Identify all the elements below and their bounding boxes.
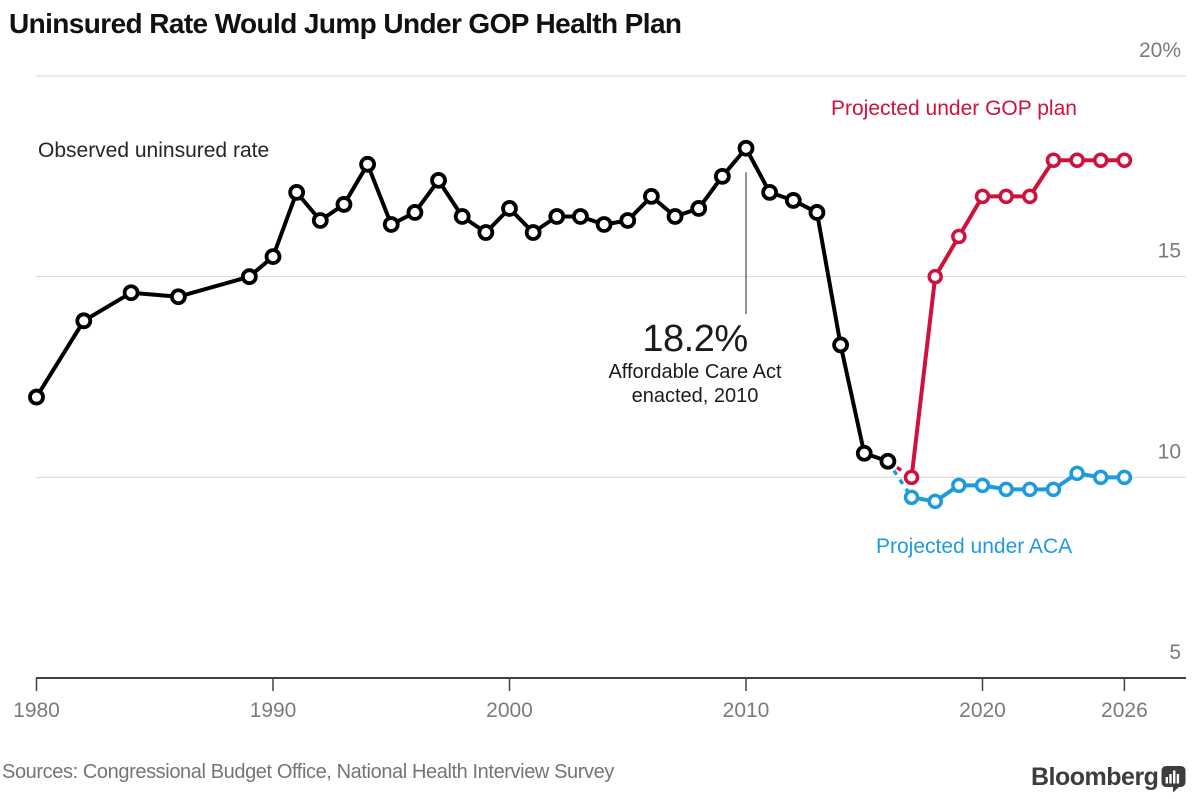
sources-credit: Sources: Congressional Budget Office, Na… — [2, 761, 614, 783]
legend-observed-label: Observed uninsured rate — [38, 139, 270, 162]
observed-point — [311, 212, 329, 229]
aca-point — [903, 489, 920, 506]
observed-point — [808, 204, 826, 221]
gop-point — [927, 268, 943, 285]
observed-point — [643, 188, 660, 205]
y-axis-label: 10 — [1158, 440, 1181, 463]
observed-point — [28, 388, 45, 406]
observed-point — [595, 216, 613, 233]
aca-point — [1093, 469, 1109, 486]
observed-point — [288, 183, 306, 201]
annotation-value: 18.2% — [642, 318, 748, 360]
aca-point — [998, 481, 1014, 498]
observed-point — [122, 284, 140, 302]
bloomberg-wordmark: Bloomberg — [1031, 763, 1159, 791]
gop-point — [1093, 152, 1109, 169]
observed-point — [713, 167, 731, 185]
aca-point — [1022, 481, 1038, 498]
annotation-detail-1: Affordable Care Act — [608, 361, 782, 383]
observed-point — [335, 196, 353, 213]
y-axis-label: 15 — [1158, 240, 1181, 263]
aca-point — [1069, 465, 1085, 482]
observed-point — [855, 444, 873, 462]
gop-point — [1045, 152, 1062, 169]
x-axis-label: 2026 — [1101, 699, 1148, 722]
observed-point — [406, 204, 424, 221]
aca-point — [1045, 481, 1062, 498]
annotation-detail-2: enacted, 2010 — [631, 385, 759, 407]
observed-point — [690, 200, 708, 217]
aca-point — [951, 477, 967, 494]
observed-point — [784, 192, 802, 209]
observed-point — [619, 212, 637, 229]
x-axis-label: 1980 — [13, 699, 60, 722]
gop-point — [974, 188, 991, 205]
observed-point — [761, 183, 779, 201]
observed-point — [453, 208, 471, 225]
x-axis-label: 2010 — [723, 699, 770, 722]
gop-point — [998, 188, 1014, 205]
gop-point — [903, 469, 920, 486]
observed-point — [382, 216, 400, 233]
legend-aca-label: Projected under ACA — [876, 535, 1073, 558]
gop-point — [951, 228, 967, 245]
x-axis-label: 1990 — [250, 699, 297, 722]
gop-point — [1022, 188, 1038, 205]
legend-gop-label: Projected under GOP plan — [831, 97, 1077, 120]
aca-point — [927, 493, 943, 510]
observed-point — [359, 155, 377, 173]
bloomberg-logo-icon — [1161, 766, 1186, 793]
observed-point — [666, 208, 684, 225]
y-axis-label: 5 — [1169, 641, 1181, 664]
observed-point — [430, 171, 447, 189]
y-axis-label: 20% — [1139, 39, 1181, 62]
x-axis-label: 2000 — [486, 699, 533, 722]
x-axis-label: 2020 — [959, 699, 1006, 722]
observed-point — [832, 336, 849, 354]
aca-line — [911, 471, 1125, 504]
observed-point — [501, 200, 518, 217]
observed-point — [524, 224, 542, 241]
gop-point — [1116, 152, 1133, 169]
aca-point — [1116, 469, 1133, 486]
observed-point — [548, 208, 566, 225]
observed-point — [879, 452, 897, 470]
aca-annotation: 18.2% Affordable Care Act enacted, 2010 — [562, 318, 828, 408]
gop-line — [909, 158, 1125, 478]
gop-point — [1069, 152, 1085, 169]
observed-point — [477, 224, 495, 241]
aca-point — [974, 477, 991, 494]
observed-point — [572, 208, 589, 225]
observed-line — [34, 146, 889, 464]
observed-point — [75, 312, 93, 330]
observed-point — [737, 139, 755, 157]
observed-point — [240, 268, 258, 286]
page-title: Uninsured Rate Would Jump Under GOP Heal… — [9, 8, 682, 39]
observed-point — [169, 288, 187, 306]
observed-point — [264, 248, 282, 266]
